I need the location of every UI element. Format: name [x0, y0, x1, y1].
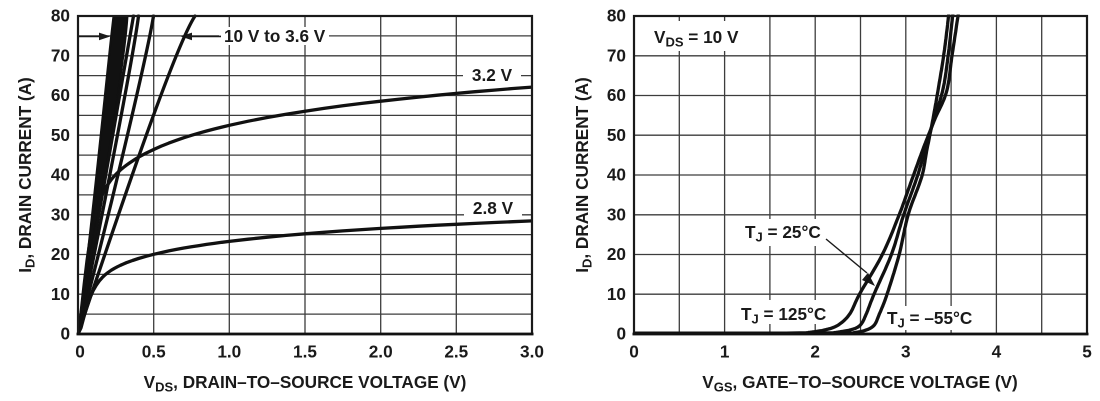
svg-text:3.0: 3.0 [520, 342, 544, 362]
svg-text:0: 0 [629, 342, 639, 362]
svg-text:3.2 V: 3.2 V [472, 65, 513, 85]
svg-text:0: 0 [60, 324, 70, 344]
svg-text:40: 40 [607, 165, 626, 185]
svg-text:1.0: 1.0 [217, 342, 241, 362]
svg-text:20: 20 [51, 244, 70, 264]
svg-text:5: 5 [1082, 342, 1092, 362]
svg-text:VGS, GATE–TO–SOURCE VOLTAGE (V: VGS, GATE–TO–SOURCE VOLTAGE (V) [702, 372, 1017, 395]
svg-text:60: 60 [607, 85, 626, 105]
svg-text:0.5: 0.5 [142, 342, 166, 362]
svg-text:0: 0 [75, 342, 85, 362]
svg-text:TJ = 125°C: TJ = 125°C [741, 304, 826, 327]
svg-text:1: 1 [720, 342, 730, 362]
svg-text:1.5: 1.5 [293, 342, 317, 362]
svg-text:0: 0 [616, 324, 626, 344]
svg-text:TJ = 25°C: TJ = 25°C [745, 222, 821, 245]
svg-text:2: 2 [810, 342, 820, 362]
svg-text:80: 80 [51, 6, 70, 26]
svg-text:4: 4 [992, 342, 1002, 362]
svg-text:VDS, DRAIN–TO–SOURCE VOLTAGE (: VDS, DRAIN–TO–SOURCE VOLTAGE (V) [144, 372, 467, 395]
svg-text:2.0: 2.0 [369, 342, 393, 362]
svg-text:10: 10 [607, 284, 626, 304]
svg-text:50: 50 [607, 125, 626, 145]
svg-text:70: 70 [607, 46, 626, 66]
svg-text:30: 30 [51, 204, 70, 224]
svg-text:ID, DRAIN CURRENT (A): ID, DRAIN CURRENT (A) [572, 77, 595, 273]
svg-text:30: 30 [607, 204, 626, 224]
svg-text:TJ = –55°C: TJ = –55°C [887, 308, 972, 331]
svg-text:2.5: 2.5 [444, 342, 468, 362]
svg-text:10 V to 3.6 V: 10 V to 3.6 V [224, 26, 326, 46]
svg-text:60: 60 [51, 85, 70, 105]
svg-text:3: 3 [901, 342, 911, 362]
svg-text:ID, DRAIN CURRENT (A): ID, DRAIN CURRENT (A) [15, 77, 38, 273]
svg-text:10: 10 [51, 284, 70, 304]
svg-text:20: 20 [607, 244, 626, 264]
svg-text:80: 80 [607, 6, 626, 26]
svg-text:70: 70 [51, 46, 70, 66]
svg-text:2.8 V: 2.8 V [473, 198, 514, 218]
svg-text:40: 40 [51, 165, 70, 185]
svg-text:50: 50 [51, 125, 70, 145]
